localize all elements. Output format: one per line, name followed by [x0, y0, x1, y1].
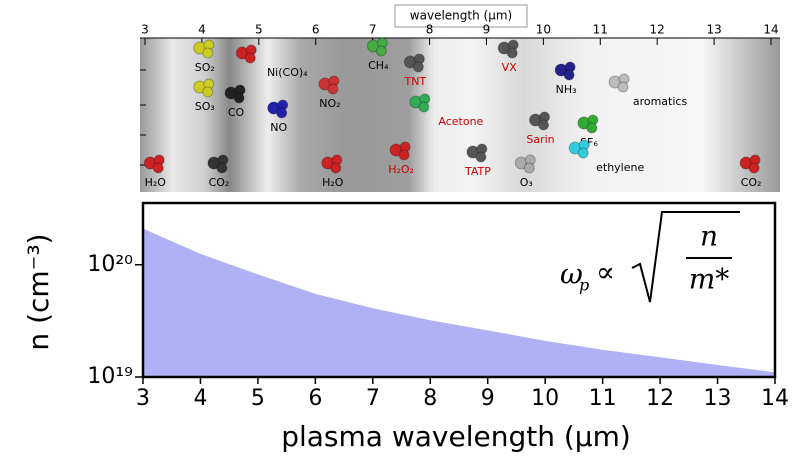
formula-subscript: p [579, 276, 589, 295]
formula-propto: ∝ [596, 256, 615, 289]
top-tick-label: 12 [650, 23, 665, 37]
molecule-label: NO₂ [319, 97, 340, 110]
molecule-icon [419, 102, 429, 112]
molecule-label: H₂O [322, 176, 344, 189]
x-tick-label: 13 [704, 386, 732, 411]
x-tick-label: 12 [646, 386, 674, 411]
molecule-icon [476, 152, 486, 162]
top-axis-label: wavelength (µm) [410, 9, 512, 23]
top-tick-label: 13 [706, 23, 721, 37]
formula-denominator: m* [689, 263, 730, 296]
x-tick-label: 10 [531, 386, 559, 411]
y-tick-label: 10¹⁹ [87, 364, 133, 389]
top-tick-label: 3 [141, 23, 149, 37]
molecule-label: SO₂ [195, 61, 215, 74]
molecule-icon [749, 163, 759, 173]
molecule-label: CH₄ [368, 59, 389, 72]
molecule-icon [234, 93, 244, 103]
top-tick-label: 9 [483, 23, 491, 37]
top-tick-label: 5 [255, 23, 263, 37]
molecule-label: Ni(CO)₄ [267, 66, 308, 79]
molecule-icon [587, 123, 597, 133]
molecule-label: TNT [403, 75, 426, 88]
molecule-label: ethylene [596, 161, 644, 174]
molecule-icon [331, 163, 341, 173]
formula: ω p ∝ n m* [560, 212, 740, 302]
molecule-label: Sarin [526, 133, 554, 146]
molecule-icon [524, 163, 534, 173]
x-tick-label: 5 [251, 386, 265, 411]
molecule-icon [217, 163, 227, 173]
x-tick-label: 8 [423, 386, 437, 411]
x-axis-label: plasma wavelength (μm) [281, 420, 631, 453]
top-tick-label: 8 [426, 23, 434, 37]
molecule-label: NO [270, 121, 287, 134]
y-axis-label: n (cm⁻³) [22, 233, 55, 350]
top-tick-label: 6 [312, 23, 320, 37]
x-tick-label: 7 [366, 386, 380, 411]
molecule-label: Acetone [438, 115, 483, 128]
molecule-icon [328, 84, 338, 94]
molecule-icon [245, 53, 255, 63]
molecule-icon [399, 150, 409, 160]
area [143, 229, 775, 377]
molecule-icon [203, 48, 213, 58]
molecule-label: VX [502, 61, 518, 74]
molecule-icon [618, 82, 628, 92]
top-tick-label: 10 [536, 23, 551, 37]
molecule-label: H₂O₂ [388, 163, 414, 176]
molecule-icon [153, 163, 163, 173]
molecule-icon [539, 120, 549, 130]
molecule-icon [578, 148, 588, 158]
molecule-icon [376, 46, 386, 56]
x-tick-label: 6 [308, 386, 322, 411]
molecule-icon [277, 108, 287, 118]
figure: wavelength (µm) 3 4 5 6 7 8 9 10 11 12 13 14 H₂O CO₂ S… [0, 0, 799, 456]
molecule-label: NH₃ [556, 83, 577, 96]
molecule-label: TATP [464, 165, 491, 178]
molecule-label: CO₂ [741, 176, 762, 189]
x-tick-label: 3 [136, 386, 150, 411]
x-tick-label: 11 [589, 386, 617, 411]
top-tick-label: 4 [198, 23, 206, 37]
y-tick-label: 10²⁰ [87, 252, 133, 277]
molecule-icon [564, 70, 574, 80]
molecule-label: H₂O [145, 176, 167, 189]
x-tick-label: 9 [481, 386, 495, 411]
molecule-label: O₃ [520, 176, 533, 189]
molecule-icon [413, 62, 423, 72]
formula-numerator: n [700, 220, 718, 253]
molecule-icon [203, 87, 213, 97]
molecule-icon [507, 48, 517, 58]
molecule-label: aromatics [633, 95, 688, 108]
top-tick-label: 7 [369, 23, 377, 37]
x-tick-label: 14 [761, 386, 789, 411]
top-tick-label: 14 [763, 23, 778, 37]
molecule-label: CO₂ [209, 176, 230, 189]
molecule-label: SO₃ [195, 100, 215, 113]
molecule-label: CO [228, 106, 245, 119]
x-tick-label: 4 [193, 386, 207, 411]
top-tick-label: 11 [593, 23, 608, 37]
